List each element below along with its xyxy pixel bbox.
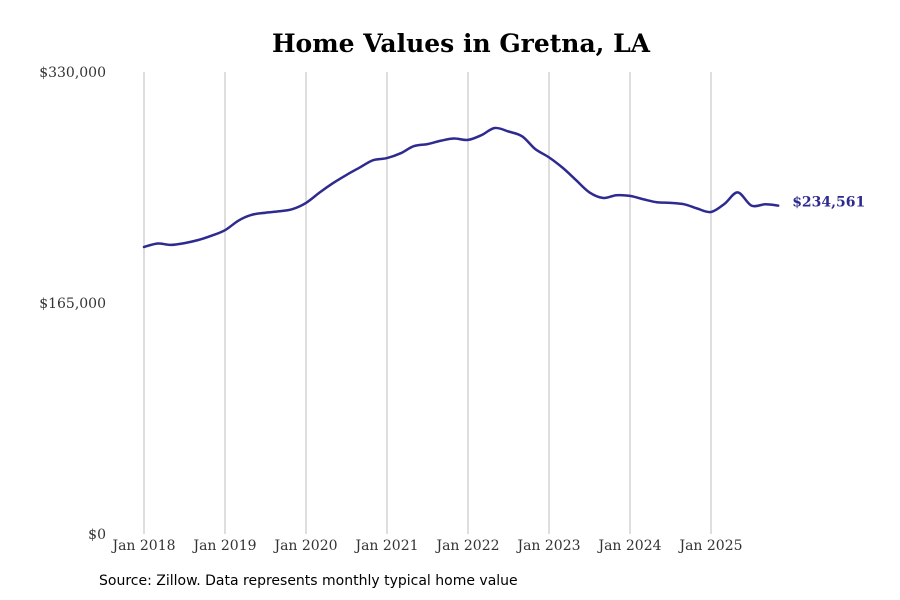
chart-title: Home Values in Gretna, LA	[272, 29, 651, 58]
end-value-label: $234,561	[792, 195, 865, 211]
x-tick-label: Jan 2023	[515, 538, 580, 554]
grid-lines	[143, 72, 712, 534]
series-layer	[142, 126, 780, 249]
x-tick-label: Jan 2019	[191, 538, 256, 554]
series-line	[142, 126, 780, 249]
x-axis: Jan 2018 Jan 2019 Jan 2020 Jan 2021 Jan 2022…	[110, 538, 742, 554]
y-tick-label: $165,000	[39, 296, 106, 312]
y-axis: $0 $165,000 $330,000	[39, 65, 106, 543]
x-tick-label: Jan 2025	[677, 538, 742, 554]
x-tick-label: Jan 2021	[353, 538, 418, 554]
y-tick-label: $0	[88, 527, 106, 543]
x-tick-label: Jan 2022	[434, 538, 499, 554]
x-tick-label: Jan 2018	[110, 538, 175, 554]
x-tick-label: Jan 2020	[272, 538, 337, 554]
x-tick-label: Jan 2024	[596, 538, 661, 554]
y-tick-label: $330,000	[39, 65, 106, 81]
source-note: Source: Zillow. Data represents monthly …	[99, 573, 518, 589]
